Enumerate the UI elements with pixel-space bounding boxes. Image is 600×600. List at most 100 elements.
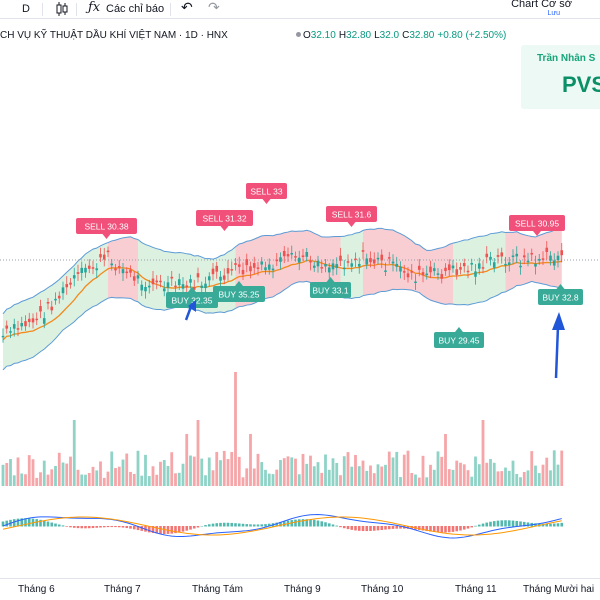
candle-body [12,324,16,329]
volume-bar [219,460,222,486]
macd-histogram-bar [234,523,237,527]
candle-body [170,276,174,279]
candle-body [35,318,39,321]
candle-body [136,275,140,279]
volume-bar [436,451,440,486]
x-tick: Tháng 7 [104,584,141,595]
volume-bar [249,434,252,486]
candle-body [519,265,522,268]
sell-signal-label: SELL 31.32 [196,210,253,231]
volume-bar [166,465,170,486]
candle-body [406,273,410,278]
macd-histogram-bar [87,526,91,529]
macd-histogram-bar [492,521,496,527]
volume-bar [361,460,365,486]
macd-histogram-bar [245,524,249,527]
volume-bar [459,462,462,486]
volume-bar [560,450,564,486]
volume-bar [16,457,20,486]
macd-histogram-bar [399,526,402,529]
volume-bar [410,473,414,486]
volume-bar [271,474,275,486]
symbol-title[interactable]: CH VỤ KỸ THUẬT DẦU KHÍ VIỆT NAM · 1D · H… [0,30,228,41]
macd-histogram-bar [91,526,95,529]
candle-body [560,250,564,256]
undo-icon[interactable]: ↶ [181,0,193,15]
volume-bar [504,467,507,486]
macd-histogram-bar [552,523,556,527]
volume-bar [316,462,320,486]
fx-icon[interactable]: ƒx [88,0,101,15]
candle-body [301,255,305,257]
candle-body [1,335,5,338]
candle-body [485,253,489,258]
candle-body [162,288,166,292]
macd-histogram-bar [279,521,282,527]
volume-bar [301,454,305,486]
volume-bar [481,420,485,486]
candle-body [50,306,54,311]
status-dot [296,32,301,37]
volume-bar [222,450,226,486]
macd-histogram-bar [1,521,5,527]
candles-icon[interactable] [55,1,69,22]
macd-histogram-bar [387,526,391,530]
volume-bar [530,451,534,486]
candle-body [177,279,181,286]
macd-histogram-bar [110,526,114,528]
macd-histogram-bar [425,526,429,532]
price-chart[interactable]: SELL 30.38 SELL 31.32 SELL 33 SELL 31.6 SELL… [0,46,600,578]
macd-signal-line [2,516,562,536]
volume-bar [455,460,459,486]
candle-body [365,258,369,265]
redo-icon[interactable]: ↷ [208,0,220,15]
candle-body [474,271,477,277]
time-axis[interactable]: Tháng 6 Tháng 7 Tháng Tám Tháng 9 Tháng … [0,578,600,600]
macd-histogram-bar [204,525,207,527]
sell-signal-label: SELL 33 [246,183,287,204]
volume-bar [132,473,136,486]
volume-bar [275,469,279,486]
macd-histogram-bar [432,526,436,532]
candle-body [342,267,346,270]
save-status[interactable]: Lưu [547,10,560,17]
volume-bar [95,470,99,486]
interval-button[interactable]: D [22,3,30,15]
candle-body [545,247,549,252]
macd-histogram-bar [20,518,24,527]
candle-body [399,266,402,272]
macd-histogram-bar [324,522,327,527]
svg-text:BUY 29.45: BUY 29.45 [439,336,480,346]
macd-histogram-bar [421,526,425,531]
volume-bar [421,455,425,486]
macd-histogram-bar [391,526,395,529]
volume-bar [12,475,16,486]
volume-bar [54,465,57,486]
macd-histogram-bar [384,526,387,530]
volume-bar [417,477,421,486]
volume-bar [534,465,537,486]
macd-histogram-bar [76,526,80,529]
candle-body [477,263,481,269]
indicators-button[interactable]: Các chỉ báo [106,3,165,15]
volume-bar [9,459,12,486]
macd-histogram-bar [466,526,470,529]
volume-bar [511,460,515,486]
candle-body [462,263,466,267]
candle-body [369,258,372,263]
macd-histogram-bar [504,520,507,527]
candle-body [552,260,556,266]
close-value: 32.80 [409,30,435,41]
candle-body [252,263,256,268]
candle-body [129,269,132,273]
volume-bar [200,458,204,486]
candle-body [80,267,84,273]
volume-bar [470,476,474,486]
volume-bar [87,472,91,486]
candle-body [354,258,357,261]
layout-name-button[interactable]: Chart Cơ sở [511,0,572,10]
volume-bar [39,472,42,486]
watermark-ticker: PVS [562,72,600,97]
macd-histogram-bar [170,526,174,534]
candle-body [230,269,234,271]
